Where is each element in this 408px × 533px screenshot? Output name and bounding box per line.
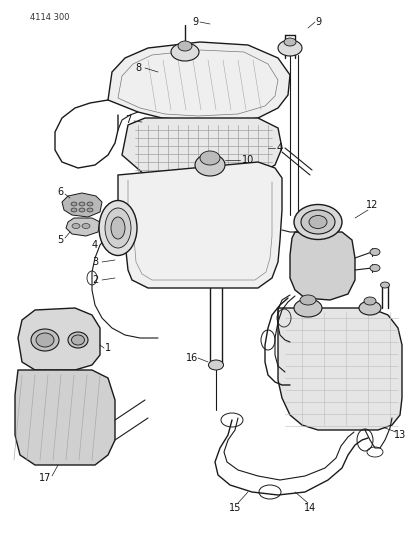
- Ellipse shape: [79, 208, 85, 212]
- Ellipse shape: [71, 208, 77, 212]
- Ellipse shape: [31, 329, 59, 351]
- Ellipse shape: [195, 154, 225, 176]
- Ellipse shape: [359, 301, 381, 315]
- Ellipse shape: [300, 295, 316, 305]
- Ellipse shape: [284, 38, 296, 46]
- Polygon shape: [122, 118, 282, 175]
- Text: 14: 14: [304, 503, 316, 513]
- Polygon shape: [278, 308, 402, 430]
- Ellipse shape: [87, 202, 93, 206]
- Ellipse shape: [105, 208, 131, 248]
- Ellipse shape: [71, 202, 77, 206]
- Text: 8: 8: [135, 63, 141, 73]
- Ellipse shape: [171, 43, 199, 61]
- Text: 6: 6: [57, 187, 63, 197]
- Ellipse shape: [370, 264, 380, 271]
- Text: 4: 4: [92, 240, 98, 250]
- Ellipse shape: [200, 151, 220, 165]
- Text: 7: 7: [125, 115, 131, 125]
- Ellipse shape: [87, 208, 93, 212]
- Polygon shape: [62, 193, 102, 217]
- Ellipse shape: [71, 335, 84, 345]
- Text: 10: 10: [242, 155, 254, 165]
- Polygon shape: [118, 162, 282, 288]
- Ellipse shape: [111, 217, 125, 239]
- Ellipse shape: [364, 297, 376, 305]
- Text: 1: 1: [105, 343, 111, 353]
- Ellipse shape: [208, 360, 224, 370]
- Ellipse shape: [294, 205, 342, 239]
- Ellipse shape: [79, 202, 85, 206]
- Ellipse shape: [72, 223, 80, 229]
- Text: 5: 5: [57, 235, 63, 245]
- Text: 4114 300: 4114 300: [30, 13, 69, 22]
- Ellipse shape: [381, 282, 390, 288]
- Ellipse shape: [301, 210, 335, 234]
- Ellipse shape: [68, 332, 88, 348]
- Text: 17: 17: [39, 473, 51, 483]
- Polygon shape: [290, 232, 355, 300]
- Text: 12: 12: [366, 200, 378, 210]
- Text: 4: 4: [277, 143, 283, 153]
- Polygon shape: [108, 42, 290, 122]
- Ellipse shape: [99, 200, 137, 255]
- Polygon shape: [18, 308, 100, 370]
- Text: 16: 16: [186, 353, 198, 363]
- Polygon shape: [66, 218, 100, 236]
- Text: 9: 9: [315, 17, 321, 27]
- Text: 9: 9: [192, 17, 198, 27]
- Text: 15: 15: [229, 503, 241, 513]
- Ellipse shape: [82, 223, 90, 229]
- Ellipse shape: [178, 41, 192, 51]
- Polygon shape: [15, 370, 115, 465]
- Text: 2: 2: [92, 275, 98, 285]
- Ellipse shape: [370, 248, 380, 255]
- Ellipse shape: [36, 333, 54, 347]
- Ellipse shape: [294, 299, 322, 317]
- Ellipse shape: [309, 215, 327, 229]
- Ellipse shape: [278, 40, 302, 56]
- Text: 13: 13: [394, 430, 406, 440]
- Text: 3: 3: [92, 257, 98, 267]
